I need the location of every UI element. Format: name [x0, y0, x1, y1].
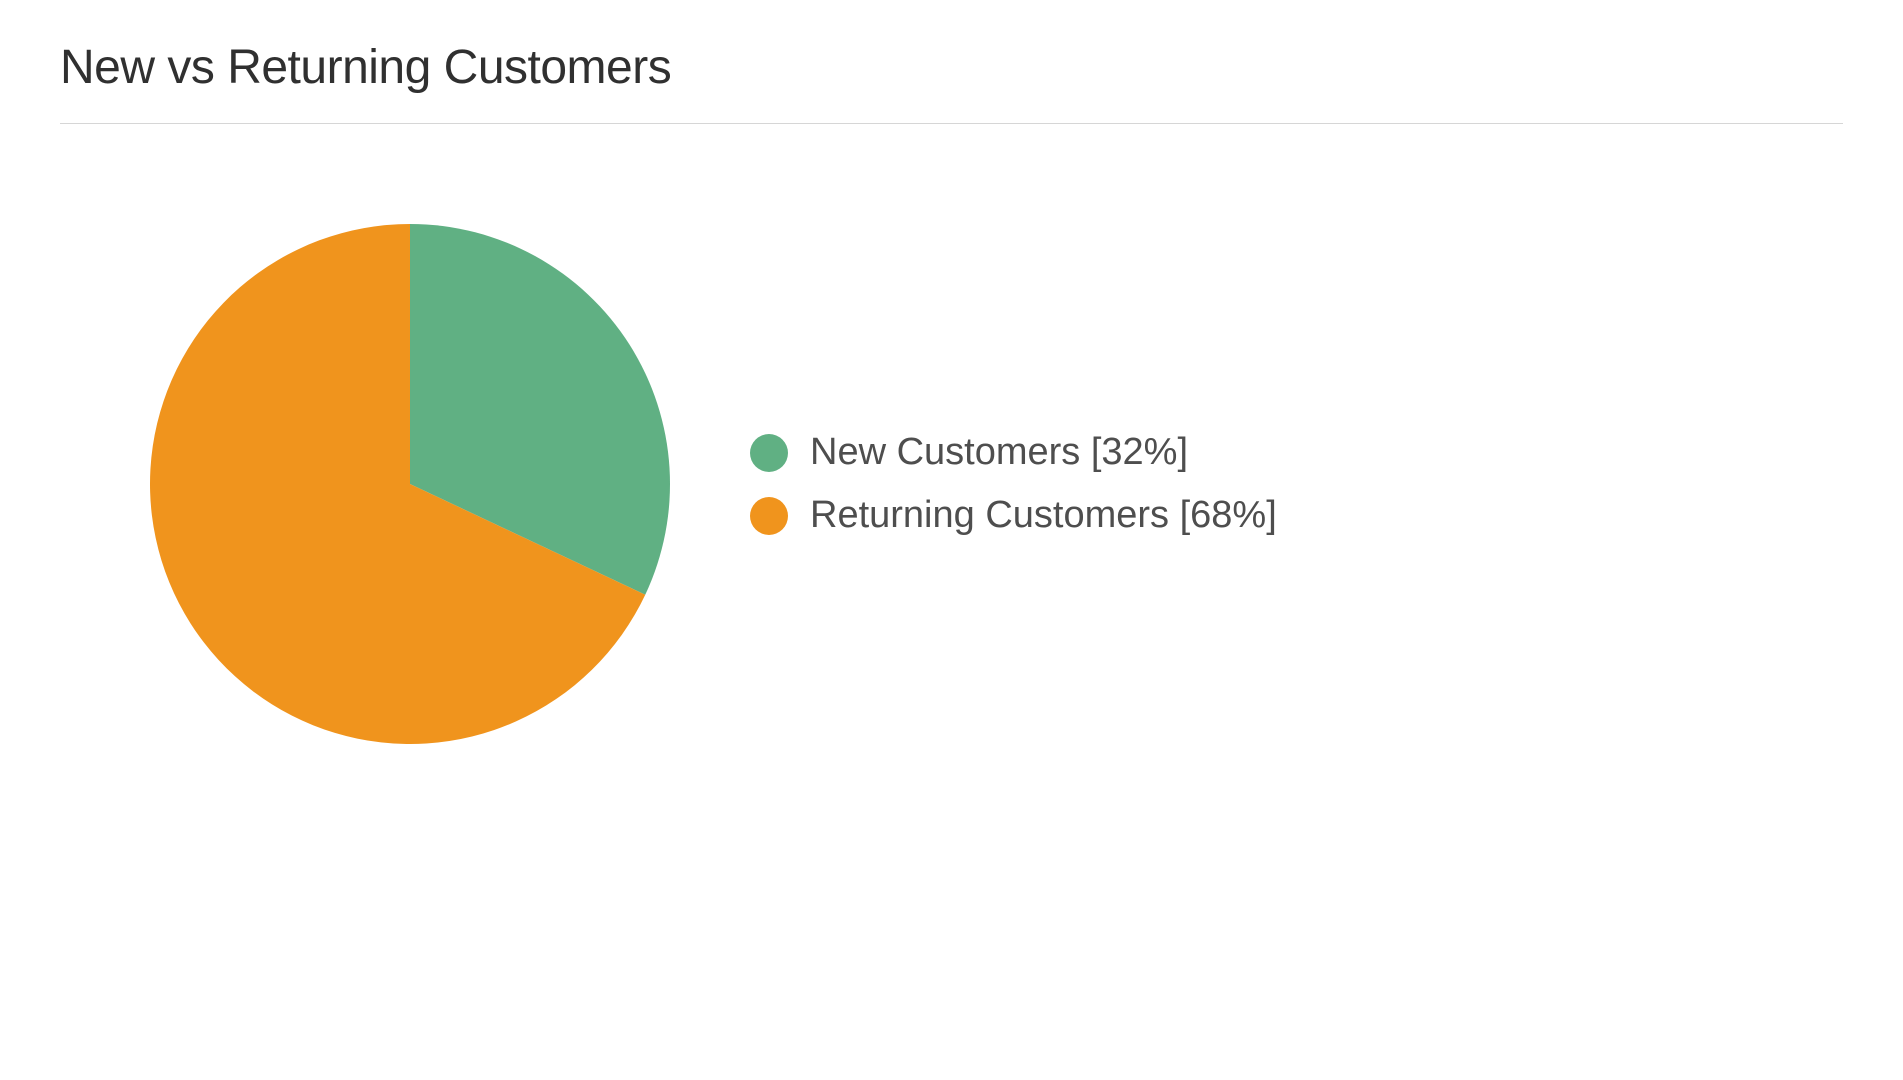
- chart-body: New Customers [32%] Returning Customers …: [60, 124, 1843, 744]
- pie-svg: [150, 224, 670, 744]
- pie-chart: [150, 224, 670, 744]
- legend-item-new: New Customers [32%]: [750, 431, 1277, 474]
- legend-swatch-new: [750, 434, 788, 472]
- legend: New Customers [32%] Returning Customers …: [750, 431, 1277, 537]
- legend-item-returning: Returning Customers [68%]: [750, 494, 1277, 537]
- legend-label-new: New Customers [32%]: [810, 431, 1188, 474]
- legend-label-returning: Returning Customers [68%]: [810, 494, 1277, 537]
- chart-title: New vs Returning Customers: [60, 40, 1843, 124]
- legend-swatch-returning: [750, 497, 788, 535]
- chart-container: New vs Returning Customers New Customers…: [0, 0, 1903, 784]
